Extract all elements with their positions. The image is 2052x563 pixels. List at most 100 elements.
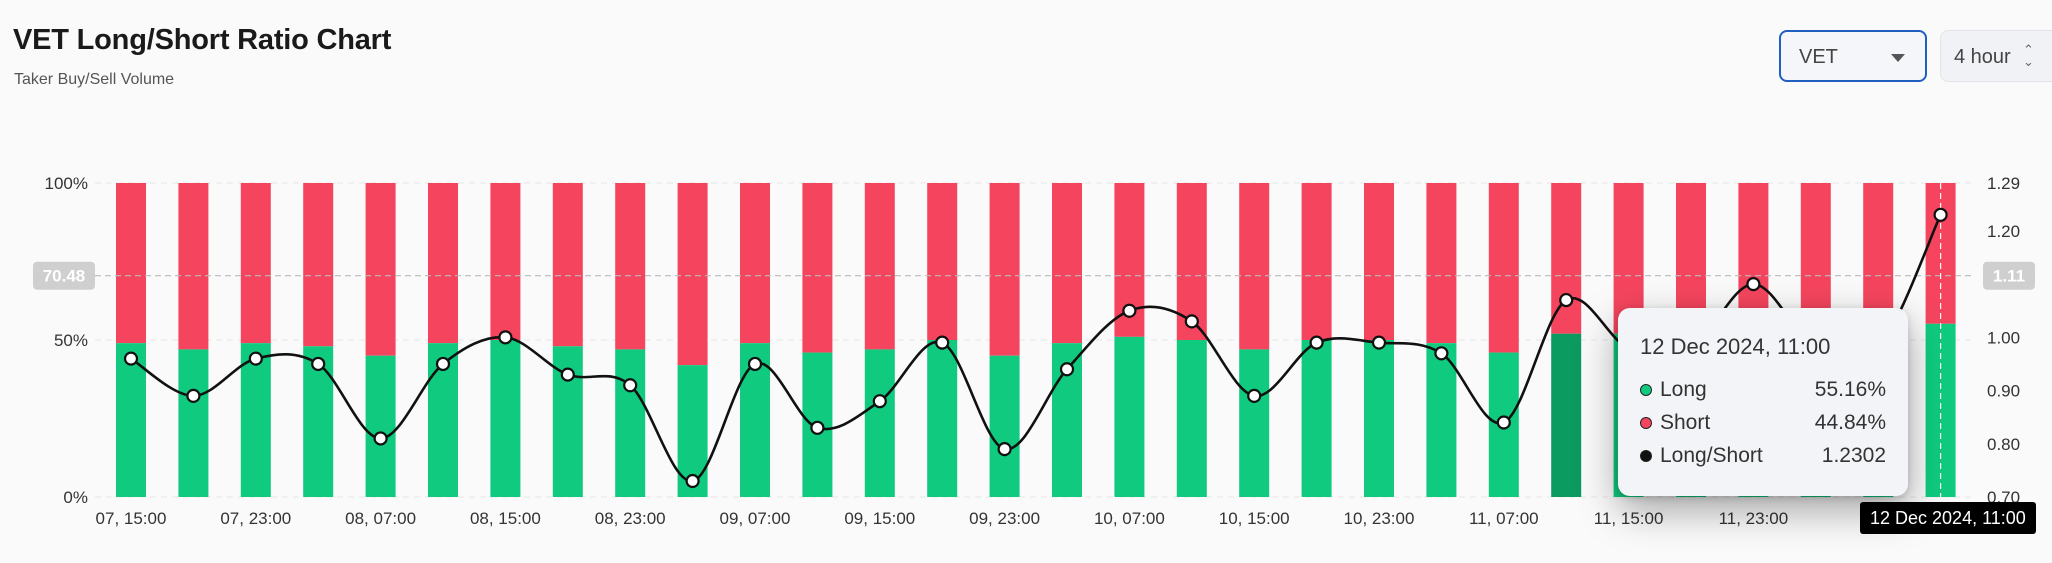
ratio-point: [1559, 292, 1574, 308]
y-tick-label-right: 1.29: [1987, 174, 2020, 193]
ratio-point: [1247, 388, 1262, 403]
bar-short: [927, 183, 958, 340]
tooltip-label: Long: [1660, 378, 1707, 401]
ratio-point: [435, 356, 451, 372]
interval-select[interactable]: 4 hour ⌃ ⌄: [1940, 30, 2052, 82]
ratio-point: [1309, 335, 1324, 350]
bar-short: [1364, 183, 1394, 340]
bar-long: [927, 340, 958, 497]
ratio-point: [186, 388, 201, 403]
bar-long: [116, 343, 146, 497]
x-tick-label: 10, 23:00: [1344, 509, 1415, 528]
symbol-select[interactable]: VET: [1779, 30, 1927, 82]
tooltip-date: 12 Dec 2024, 11:00: [1640, 334, 1831, 359]
tooltip-value: 44.84%: [1814, 411, 1886, 434]
crosshair-left-value: 70.48: [43, 267, 86, 286]
bar-short: [1488, 183, 1519, 353]
bar-short: [178, 183, 209, 350]
chevron-updown-icon: ⌃ ⌄: [2023, 42, 2034, 69]
bar-short: [1738, 183, 1769, 331]
bar-short: [428, 183, 458, 344]
y-tick-label-right: 1.20: [1987, 222, 2020, 241]
tooltip-row-short: Short 44.84%: [1640, 411, 1886, 437]
page-title: VET Long/Short Ratio Chart: [13, 24, 392, 56]
bar-short: [1239, 183, 1270, 350]
x-tick-label: 09, 15:00: [844, 509, 915, 528]
x-tick-label: 09, 07:00: [720, 509, 791, 528]
ratio-dot-icon: [1640, 450, 1652, 462]
bar-long: [240, 343, 271, 497]
bar-short: [240, 183, 271, 344]
ratio-point: [935, 335, 950, 350]
bar-short: [802, 183, 833, 353]
x-tick-label: 11, 15:00: [1594, 509, 1664, 528]
ratio-point: [1371, 335, 1387, 350]
ratio-point: [810, 420, 825, 435]
ratio-point: [1746, 277, 1761, 292]
y-tick-label-left: 50%: [54, 331, 88, 350]
bar-short: [490, 183, 521, 340]
ratio-point: [1933, 207, 1948, 222]
bar-long: [1364, 340, 1394, 497]
symbol-select-value: VET: [1799, 46, 1838, 68]
x-tick-label: 11, 23:00: [1719, 509, 1789, 528]
bar-long: [1551, 333, 1582, 497]
bar-long: [1925, 323, 1956, 497]
ratio-point: [1434, 346, 1449, 361]
crosshair-right-badge: [1983, 261, 2035, 290]
bar-long: [1426, 343, 1457, 497]
x-tick-label: 07, 23:00: [220, 509, 291, 528]
bar-short: [615, 183, 646, 350]
x-tick-label: 09, 23:00: [969, 509, 1040, 528]
ratio-point: [1184, 314, 1199, 329]
chevron-down-icon: [1891, 54, 1905, 62]
bar-short: [1551, 183, 1582, 334]
bar-short: [989, 183, 1020, 356]
page-subtitle: Taker Buy/Sell Volume: [14, 71, 175, 88]
ratio-point: [872, 394, 887, 409]
interval-select-value: 4 hour: [1954, 46, 2011, 68]
bar-short: [1176, 183, 1207, 340]
chart-tooltip: 12 Dec 2024, 11:00 Long 55.16% Short 44.…: [1618, 308, 1908, 496]
ratio-point: [685, 473, 700, 489]
tooltip-value: 1.2302: [1821, 444, 1886, 467]
bar-long: [365, 355, 396, 497]
ratio-point: [311, 356, 326, 372]
ratio-point: [373, 431, 388, 446]
bar-long: [490, 340, 521, 497]
tooltip-label: Short: [1660, 411, 1711, 434]
y-tick-label-right: 0.90: [1987, 382, 2020, 401]
ratio-point: [560, 367, 575, 382]
crosshair-left-badge: [33, 261, 95, 290]
x-tick-label: 08, 15:00: [470, 509, 541, 528]
bar-short: [1426, 183, 1457, 344]
short-dot-icon: [1640, 417, 1652, 429]
bar-short: [1301, 183, 1332, 340]
bar-long: [178, 349, 209, 497]
x-tick-label: 10, 15:00: [1219, 509, 1290, 528]
tooltip-label: Long/Short: [1660, 444, 1763, 467]
ratio-point: [1059, 362, 1075, 377]
tooltip-row-ratio: Long/Short 1.2302: [1640, 444, 1886, 470]
ratio-point: [123, 351, 139, 366]
x-tick-label: 10, 07:00: [1094, 509, 1165, 528]
x-tick-label: 11, 07:00: [1469, 509, 1539, 528]
bar-long: [989, 355, 1020, 497]
ratio-point: [1496, 415, 1511, 430]
bar-short: [677, 183, 708, 366]
tooltip-row-long: Long 55.16%: [1640, 378, 1886, 404]
bar-short: [1052, 183, 1082, 344]
long-dot-icon: [1640, 384, 1652, 396]
bar-short: [365, 183, 396, 356]
x-tick-label: 07, 15:00: [96, 509, 167, 528]
ratio-point: [997, 442, 1012, 457]
tooltip-value: 55.16%: [1814, 378, 1886, 401]
bar-long: [615, 349, 646, 497]
ratio-point: [1122, 303, 1137, 318]
bar-long: [864, 349, 895, 497]
bar-short: [303, 183, 334, 347]
bar-long: [1176, 340, 1207, 497]
bar-long: [1301, 340, 1332, 497]
x-tick-label: 08, 23:00: [595, 509, 666, 528]
